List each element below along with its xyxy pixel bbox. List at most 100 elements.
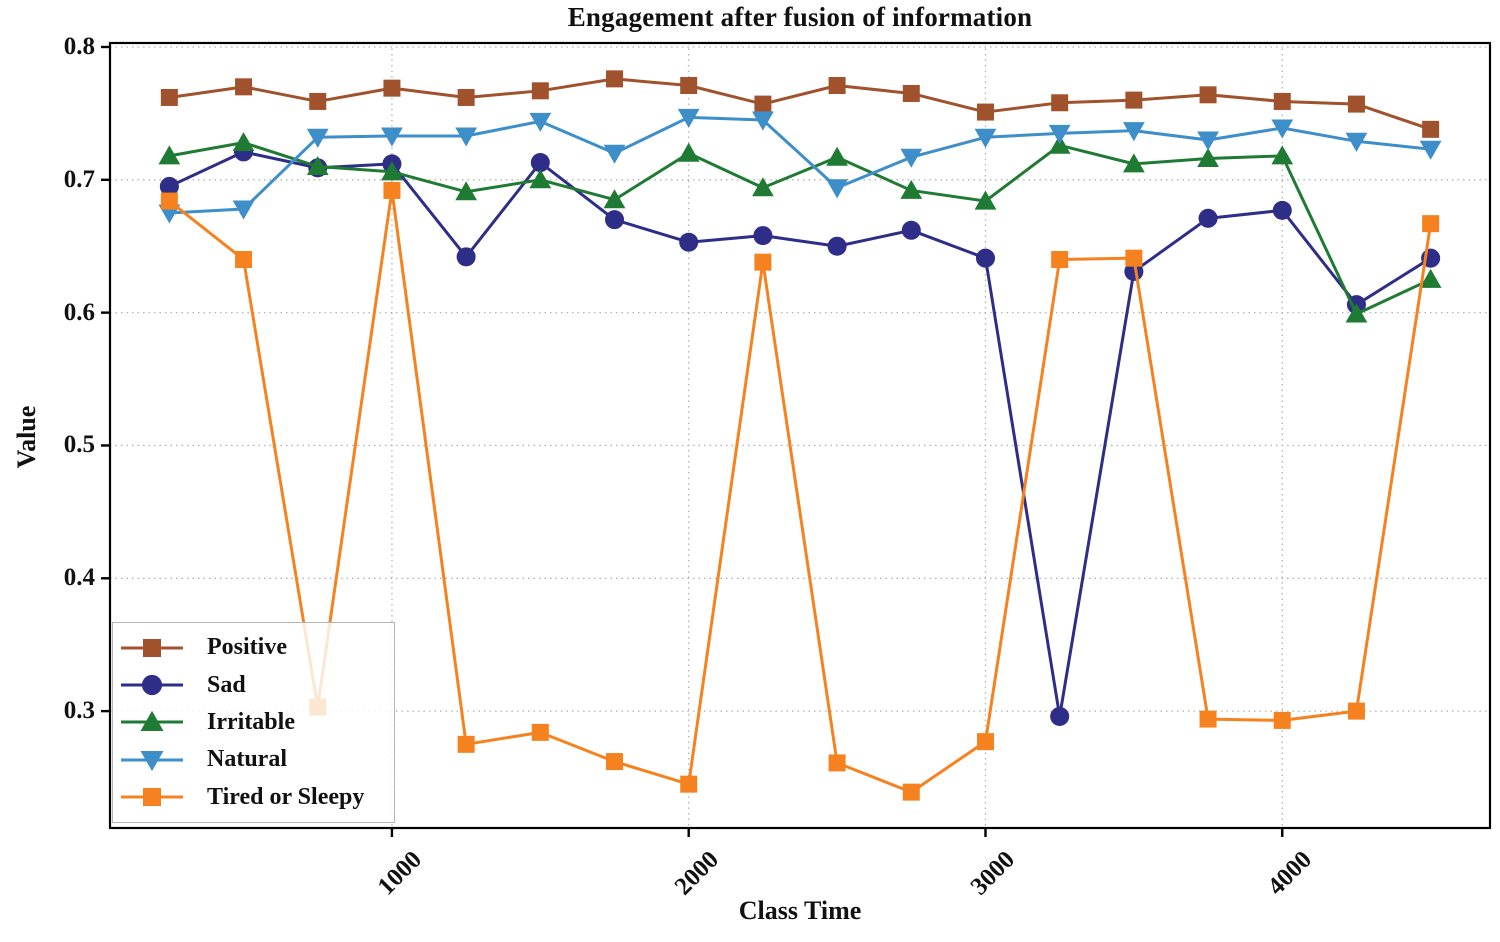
legend-item-tired-or-sleepy: Tired or Sleepy xyxy=(119,783,386,811)
y-tick-label: 0.6 xyxy=(63,298,95,326)
triangle-up-marker xyxy=(826,146,848,166)
series-line-tired-or-sleepy xyxy=(167,188,1433,794)
legend-label: Positive xyxy=(207,634,287,661)
triangle-down-marker xyxy=(140,750,164,772)
square-marker xyxy=(606,753,624,771)
triangle-up-marker xyxy=(1048,134,1071,154)
square-marker xyxy=(531,723,549,741)
square-marker xyxy=(976,733,994,751)
triangle-up-marker xyxy=(900,179,923,199)
legend-sample-square-icon xyxy=(121,638,183,657)
legend-item-natural: Natural xyxy=(119,746,386,774)
circle-marker xyxy=(901,220,921,240)
triangle-up-marker xyxy=(1271,145,1294,165)
square-marker xyxy=(383,79,401,97)
legend-item-positive: Positive xyxy=(119,634,386,662)
square-marker xyxy=(754,95,772,113)
triangle-up-marker xyxy=(1122,153,1145,173)
circle-marker xyxy=(1198,208,1218,228)
triangle-up-marker xyxy=(455,181,478,201)
triangle-up-marker xyxy=(158,145,181,165)
plot-border xyxy=(108,41,1492,830)
triangle-down-marker xyxy=(900,148,923,168)
legend-sample-circle-icon xyxy=(121,674,183,696)
triangle-down-marker xyxy=(529,112,552,132)
triangle-up-marker xyxy=(677,142,700,162)
square-marker xyxy=(309,92,327,110)
square-marker xyxy=(531,82,549,100)
square-marker xyxy=(383,181,401,199)
square-marker xyxy=(1051,94,1069,112)
circle-marker xyxy=(1050,706,1070,726)
series-line-irritable xyxy=(167,141,1433,316)
y-tick-label: 0.3 xyxy=(63,697,95,725)
triangle-down-marker xyxy=(381,127,403,147)
triangle-down-marker xyxy=(1122,122,1145,142)
triangle-down-marker xyxy=(603,144,626,164)
circle-marker xyxy=(456,247,476,267)
square-marker xyxy=(1273,711,1291,729)
triangle-down-marker xyxy=(1271,119,1294,139)
legend-item-sad: Sad xyxy=(119,671,386,699)
triangle-up-marker xyxy=(529,169,552,189)
square-marker xyxy=(606,70,624,88)
circle-marker xyxy=(753,226,773,246)
triangle-down-marker xyxy=(752,111,774,131)
square-marker xyxy=(235,251,253,269)
circle-marker xyxy=(604,210,625,230)
triangle-up-marker xyxy=(232,132,255,152)
series-line-positive xyxy=(167,77,1433,131)
square-marker xyxy=(902,783,920,801)
circle-marker xyxy=(827,236,847,256)
square-marker xyxy=(976,103,994,121)
legend: Positive Sad Irritable Natural Tired or Slee… xyxy=(112,622,395,823)
square-marker xyxy=(160,192,178,210)
triangle-down-marker xyxy=(826,179,848,199)
y-tick-label: 0.4 xyxy=(63,564,95,592)
circle-marker xyxy=(141,674,163,696)
triangle-down-marker xyxy=(232,200,255,220)
triangle-up-marker xyxy=(140,711,164,732)
x-axis-label: Class Time xyxy=(738,896,862,925)
triangle-down-marker xyxy=(306,128,329,148)
circle-marker xyxy=(679,232,699,252)
triangle-up-marker xyxy=(381,161,403,181)
square-marker xyxy=(160,88,178,106)
circle-marker xyxy=(1272,200,1292,220)
triangle-up-marker xyxy=(603,189,626,209)
legend-sample-triangle-up-icon xyxy=(121,711,183,732)
square-marker xyxy=(902,84,920,102)
circle-marker xyxy=(1124,261,1144,281)
legend-sample-triangle-down-icon xyxy=(121,750,183,772)
triangle-up-marker xyxy=(974,190,997,210)
triangle-down-marker xyxy=(677,108,700,128)
legend-label: Natural xyxy=(207,746,287,773)
circle-marker xyxy=(975,248,996,268)
triangle-down-marker xyxy=(974,128,997,148)
triangle-down-marker xyxy=(1419,140,1442,160)
y-tick-label: 0.5 xyxy=(63,431,95,459)
square-marker xyxy=(1422,120,1440,138)
triangle-down-marker xyxy=(455,127,478,147)
y-tick-label: 0.7 xyxy=(63,165,95,193)
legend-item-irritable: Irritable xyxy=(119,708,386,736)
square-marker xyxy=(1347,95,1365,113)
legend-label: Tired or Sleepy xyxy=(207,783,365,810)
square-marker xyxy=(1273,92,1291,110)
square-marker xyxy=(828,754,846,772)
circle-marker xyxy=(159,176,179,196)
y-tick-label: 0.8 xyxy=(63,32,95,60)
legend-label: Irritable xyxy=(207,708,295,735)
square-marker xyxy=(1125,91,1143,109)
square-marker xyxy=(1199,710,1217,728)
square-marker xyxy=(1199,86,1217,104)
triangle-up-marker xyxy=(1345,303,1368,323)
triangle-up-marker xyxy=(752,177,774,197)
legend-label: Sad xyxy=(207,671,246,698)
square-marker xyxy=(235,78,253,96)
square-marker xyxy=(680,775,698,793)
chart-title: Engagement after fusion of information xyxy=(567,2,1033,32)
square-marker xyxy=(143,788,161,807)
